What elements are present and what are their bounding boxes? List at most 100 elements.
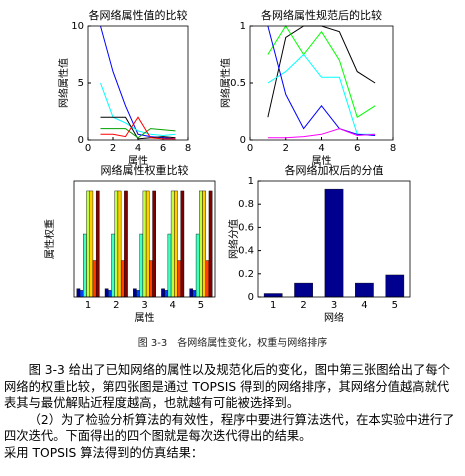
y-axis-label: 属性权重 [43,219,56,259]
bar [149,260,153,298]
bar [117,190,122,298]
bar [108,290,112,298]
y-tick-label: 0.2 [238,269,254,280]
figure-caption: 图 3-3 各网络属性变化，权重与网络排序 [137,338,328,349]
bar [167,233,172,298]
y-tick-label: 0 [240,135,246,146]
y-tick-label: 0 [78,135,84,146]
x-tick-label: 2 [113,300,119,311]
paragraph: （2）为了检验分析算法的有效性，程序中要进行算法迭代，在本实验中进行了四次迭代。… [4,412,455,444]
y-axis-label: 网络分值 [227,219,240,259]
bar [192,290,197,298]
bar [142,190,147,298]
bar [294,282,313,298]
bar [202,190,206,298]
data-line [267,53,376,135]
bar [76,288,81,298]
paragraph: 采用 TOPSIS 算法得到的仿真结果： [4,445,204,460]
x-tick-label: 4 [318,143,324,154]
bar [145,190,150,298]
bar [111,233,115,298]
bar [195,233,200,298]
bar [174,190,178,298]
x-tick-label: 5 [198,300,204,311]
x-tick-label: 2 [283,143,289,154]
bar [139,233,144,298]
bar [170,190,175,298]
x-tick-label: 3 [141,300,147,311]
y-tick-label: 1 [240,21,246,32]
bar [136,290,140,298]
x-tick-label: 2 [110,143,116,154]
bar [263,293,283,298]
y-axis-label: 网络属性值 [219,58,232,108]
y-tick-label: 10 [71,21,84,32]
y-tick-label: 0.8 [238,199,254,210]
data-line [100,25,176,140]
bar [120,260,125,298]
x-tick-label: 6 [354,143,360,154]
body-text: 图 3-3 给出了已知网络的属性以及规范化后的变化，图中第三张图给出了每个网络的… [4,362,456,461]
data-line [100,116,176,140]
bar [79,290,84,298]
bar [164,290,169,298]
data-line [267,25,376,136]
bar [152,190,156,298]
chart-title: 各网络加权后的分值 [285,163,384,177]
bar [208,190,213,298]
x-axis-label: 网络 [324,311,344,324]
data-line [267,25,376,118]
bar [89,190,94,298]
bar [86,190,90,298]
x-tick-label: 4 [361,300,367,311]
y-tick-label: 0 [248,292,254,303]
bar [92,260,97,298]
y-tick-label: 0.5 [230,78,246,89]
bar [95,190,100,298]
x-tick-label: 8 [390,143,396,154]
data-line [267,128,376,139]
bar [189,288,194,298]
bar [355,282,374,298]
axes-box [249,25,394,141]
x-tick-label: 1 [270,300,276,311]
x-axis-label: 属性 [135,311,155,324]
bar [133,288,137,298]
data-line [100,82,176,136]
x-tick-label: 2 [300,300,306,311]
bar [385,274,405,298]
data-line [100,128,176,139]
axes-box [73,180,216,298]
bar [205,260,210,298]
x-tick-label: 5 [392,300,398,311]
x-tick-label: 3 [331,300,337,311]
y-tick-label: 0.6 [238,222,254,233]
bar [161,288,165,298]
bar [324,188,344,298]
bar [124,190,128,298]
x-tick-label: 4 [135,143,141,154]
x-tick-label: 8 [185,143,191,154]
bar [177,260,181,298]
x-tick-label: 4 [170,300,176,311]
y-axis-label: 网络属性值 [57,58,70,108]
chart-title: 网络属性权重比较 [101,163,189,177]
axes-box [257,180,411,298]
chart-title: 各网络属性值的比较 [89,8,188,22]
bar [104,288,109,298]
bar [199,190,203,298]
x-tick-label: 6 [160,143,166,154]
data-line [267,25,376,118]
bar [180,190,185,298]
y-tick-label: 5 [78,78,84,89]
x-tick-label: 1 [85,300,91,311]
bar [114,190,119,298]
y-tick-label: 0.4 [238,246,254,257]
x-tick-label: 0 [85,143,91,154]
x-tick-label: 0 [247,143,253,154]
y-tick-label: 1 [248,176,254,187]
data-line [100,116,176,140]
x-axis-label: 属性 [128,154,148,167]
